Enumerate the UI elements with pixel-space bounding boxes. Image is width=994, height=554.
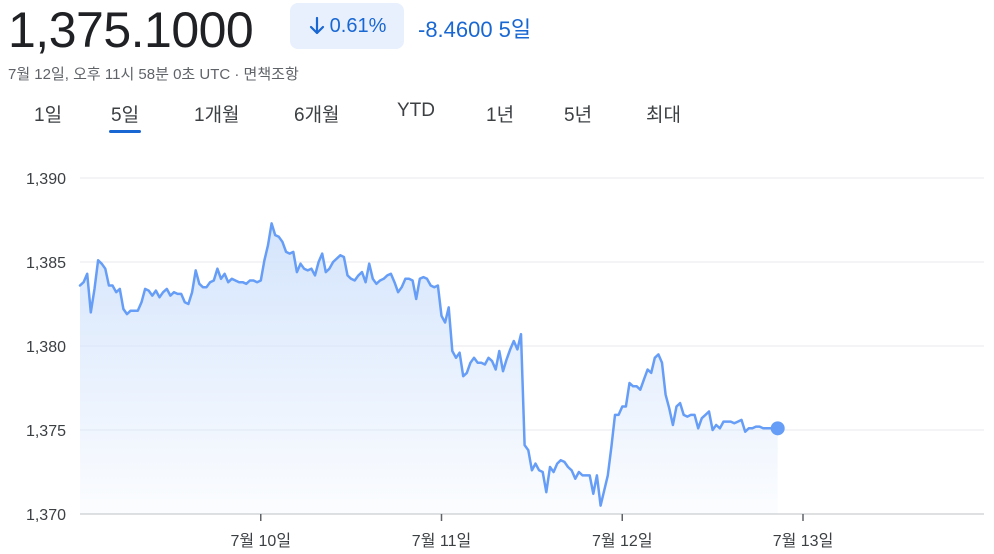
x-tick-label: 7월 12일 bbox=[592, 532, 653, 550]
tab-label: 5년 bbox=[564, 105, 593, 126]
arrow-down-icon bbox=[309, 16, 324, 35]
tab-label: 6개월 bbox=[294, 105, 340, 126]
last-price-marker[interactable] bbox=[770, 421, 785, 436]
change-absolute-value: -8.4600 bbox=[418, 17, 493, 42]
change-period: 5일 bbox=[498, 17, 532, 42]
tab-label: 1일 bbox=[34, 105, 63, 126]
timestamp: 7월 12일, 오후 11시 58분 0초 UTC · 면책조항 bbox=[8, 66, 299, 83]
tab-1y[interactable]: 1년 bbox=[486, 100, 514, 134]
tab-5y[interactable]: 5년 bbox=[564, 100, 592, 134]
tab-label: 1년 bbox=[486, 105, 515, 126]
change-percent: 0.61% bbox=[329, 14, 387, 37]
y-tick-label: 1,375 bbox=[26, 423, 66, 440]
tab-1d[interactable]: 1일 bbox=[34, 100, 62, 134]
y-tick-label: 1,390 bbox=[26, 171, 66, 188]
price-line[interactable] bbox=[78, 222, 779, 507]
change-absolute: -8.4600 5일 bbox=[418, 12, 537, 44]
tab-label: YTD bbox=[397, 100, 435, 121]
x-tick-label: 7월 10일 bbox=[230, 532, 291, 550]
price-value: 1,375.1000 bbox=[8, 2, 254, 58]
tab-5d[interactable]: 5일 bbox=[109, 100, 142, 134]
tab-label: 최대 bbox=[646, 105, 681, 126]
change-percent-badge: 0.61% bbox=[290, 3, 404, 49]
price-area bbox=[80, 223, 778, 514]
x-tick-label: 7월 11일 bbox=[412, 532, 471, 550]
tab-max[interactable]: 최대 bbox=[646, 100, 681, 134]
tab-6m[interactable]: 6개월 bbox=[294, 100, 340, 134]
active-tab-indicator bbox=[109, 130, 142, 133]
y-tick-label: 1,380 bbox=[26, 339, 66, 356]
tab-ytd[interactable]: YTD bbox=[397, 100, 435, 134]
tab-label: 1개월 bbox=[194, 105, 240, 126]
range-tabs: 1일 5일 1개월 6개월 YTD 1년 5년 최대 bbox=[0, 100, 994, 136]
y-tick-label: 1,370 bbox=[26, 507, 66, 524]
tab-1m[interactable]: 1개월 bbox=[194, 100, 240, 134]
price-chart: 1,370 1,375 1,380 1,385 1,390 7월 10일 7월 11일 7월… bbox=[26, 171, 984, 550]
y-tick-label: 1,385 bbox=[26, 255, 66, 272]
x-tick-label: 7월 13일 bbox=[773, 532, 834, 550]
tab-label: 5일 bbox=[111, 105, 140, 126]
